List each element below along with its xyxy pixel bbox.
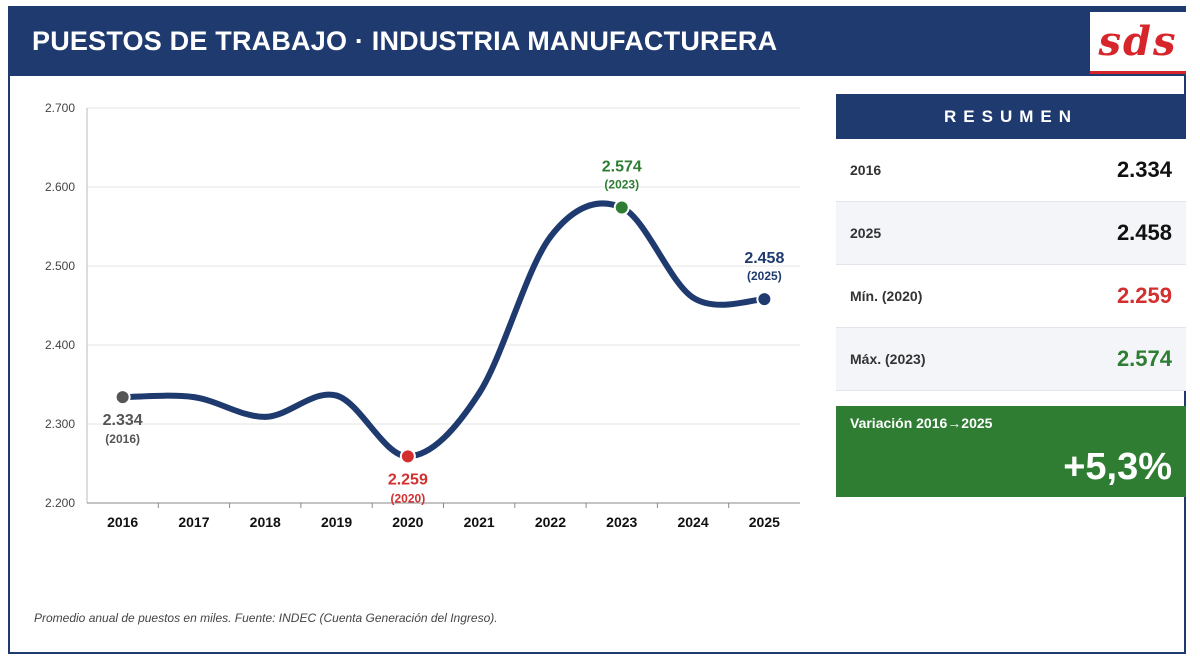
x-tick-label: 2018 bbox=[250, 514, 281, 530]
y-tick-label: 2.200 bbox=[45, 496, 75, 510]
summary-row: Máx. (2023) 2.574 bbox=[836, 328, 1186, 391]
y-tick-label: 2.300 bbox=[45, 417, 75, 431]
data-label-value: 2.574 bbox=[602, 159, 642, 176]
summary-title: RESUMEN bbox=[836, 94, 1186, 139]
data-point bbox=[190, 394, 197, 401]
data-label-value: 2.458 bbox=[744, 250, 784, 267]
data-label-year: (2020) bbox=[391, 491, 426, 505]
data-label-year: (2025) bbox=[747, 269, 782, 283]
summary-row: 2025 2.458 bbox=[836, 202, 1186, 265]
highlight-point bbox=[756, 291, 773, 308]
x-tick-label: 2024 bbox=[677, 514, 708, 530]
logo-text: sds bbox=[1098, 17, 1178, 65]
x-tick-label: 2022 bbox=[535, 514, 566, 530]
line-chart: 2.200 2.300 2.400 2.500 2.600 2.700 2016 2017 2… bbox=[45, 101, 800, 530]
summary-panel: RESUMEN 2016 2.334 2025 2.458 Mín. (2020… bbox=[836, 94, 1186, 391]
highlight-point bbox=[114, 389, 131, 406]
data-point bbox=[333, 392, 340, 399]
highlight-point bbox=[613, 199, 630, 216]
data-point bbox=[547, 233, 554, 240]
summary-row-label: 2016 bbox=[850, 162, 882, 178]
data-label-value: 2.334 bbox=[103, 412, 143, 429]
highlight-point bbox=[399, 448, 416, 465]
data-point bbox=[476, 390, 483, 397]
summary-row: 2016 2.334 bbox=[836, 139, 1186, 202]
summary-row: Mín. (2020) 2.259 bbox=[836, 265, 1186, 328]
summary-row-value: 2.574 bbox=[1116, 346, 1172, 371]
x-tick-label: 2025 bbox=[749, 514, 780, 530]
y-tick-label: 2.500 bbox=[45, 259, 75, 273]
data-label-year: (2016) bbox=[105, 432, 140, 446]
x-tick-label: 2017 bbox=[178, 514, 209, 530]
summary-row-value: 2.259 bbox=[1116, 283, 1172, 308]
variation-box: Variación 2016→2025 +5,3% bbox=[836, 406, 1186, 497]
variation-label: Variación 2016→2025 bbox=[850, 415, 993, 431]
sds-logo: sds bbox=[1090, 12, 1186, 74]
summary-row-value: 2.458 bbox=[1116, 220, 1172, 245]
data-point bbox=[262, 413, 269, 420]
series-line bbox=[119, 200, 768, 460]
data-label-value: 2.259 bbox=[388, 471, 428, 488]
data-point bbox=[690, 294, 697, 301]
x-tick-label: 2020 bbox=[392, 514, 423, 530]
x-tick-label: 2019 bbox=[321, 514, 352, 530]
x-tick-label: 2021 bbox=[464, 514, 495, 530]
y-tick-label: 2.400 bbox=[45, 338, 75, 352]
y-tick-label: 2.600 bbox=[45, 180, 75, 194]
data-label-year: (2023) bbox=[604, 178, 639, 192]
header-bar: PUESTOS DE TRABAJO · INDUSTRIA MANUFACTU… bbox=[8, 6, 1186, 76]
summary-row-label: 2025 bbox=[850, 225, 882, 241]
y-tick-label: 2.700 bbox=[45, 101, 75, 115]
summary-row-label: Mín. (2020) bbox=[850, 288, 923, 304]
x-tick-label: 2023 bbox=[606, 514, 637, 530]
footnote: Promedio anual de puestos en miles. Fuen… bbox=[34, 611, 498, 625]
page-title: PUESTOS DE TRABAJO · INDUSTRIA MANUFACTU… bbox=[32, 26, 778, 56]
summary-row-value: 2.334 bbox=[1116, 157, 1172, 182]
variation-value: +5,3% bbox=[1063, 446, 1172, 488]
x-tick-label: 2016 bbox=[107, 514, 138, 530]
summary-row-label: Máx. (2023) bbox=[850, 351, 926, 367]
